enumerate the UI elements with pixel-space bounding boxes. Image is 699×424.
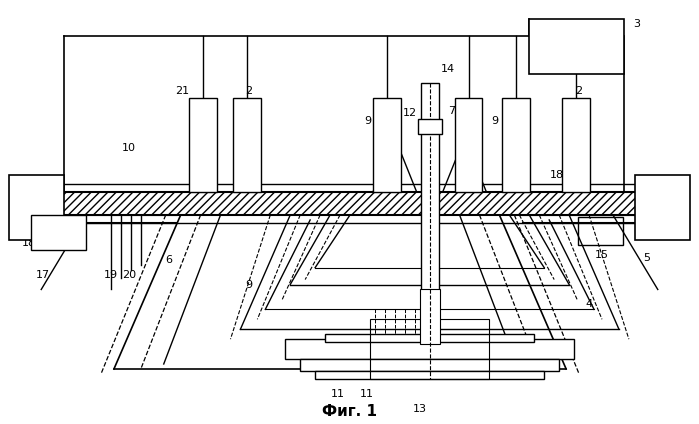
Text: 18: 18 (550, 170, 564, 180)
Bar (9, 175, 64, 240)
Text: 1: 1 (655, 202, 662, 212)
Text: 7: 7 (448, 106, 455, 116)
Bar (578, 217, 623, 245)
Text: 2: 2 (575, 86, 583, 96)
Text: 17: 17 (36, 270, 50, 279)
Text: 11: 11 (331, 389, 345, 399)
Text: БУ: БУ (566, 39, 586, 55)
Text: 13: 13 (412, 404, 426, 414)
Text: 9: 9 (491, 116, 498, 126)
Bar (31, 192, 668, 215)
Text: 12: 12 (403, 108, 417, 117)
Text: 21: 21 (175, 86, 189, 96)
Text: 3: 3 (633, 19, 640, 29)
Text: 9: 9 (364, 116, 371, 126)
Bar (419, 290, 440, 344)
Text: 9: 9 (245, 279, 252, 290)
Bar (373, 98, 401, 192)
Bar (285, 339, 574, 359)
Text: 6: 6 (165, 255, 172, 265)
Text: 5: 5 (643, 253, 650, 263)
Text: 20: 20 (122, 270, 136, 279)
Text: 4: 4 (586, 299, 593, 310)
Bar (300, 359, 559, 371)
Bar (454, 98, 482, 192)
Text: 19: 19 (104, 270, 118, 279)
Bar (421, 83, 439, 351)
Bar (233, 98, 261, 192)
Bar (529, 19, 624, 74)
Bar (503, 98, 531, 192)
Text: 1: 1 (16, 202, 23, 212)
Bar (370, 319, 489, 379)
Text: 15: 15 (595, 250, 609, 260)
Text: Фиг. 1: Фиг. 1 (322, 404, 377, 419)
Bar (635, 175, 690, 240)
Text: 11: 11 (360, 389, 374, 399)
Text: 14: 14 (440, 64, 454, 74)
Bar (189, 98, 217, 192)
Bar (31, 215, 86, 250)
Bar (418, 119, 442, 134)
Bar (325, 334, 534, 342)
Text: 10: 10 (122, 143, 136, 153)
Bar (315, 371, 545, 379)
Bar (562, 98, 590, 192)
Text: 18: 18 (22, 238, 36, 248)
Text: 2: 2 (245, 86, 252, 96)
